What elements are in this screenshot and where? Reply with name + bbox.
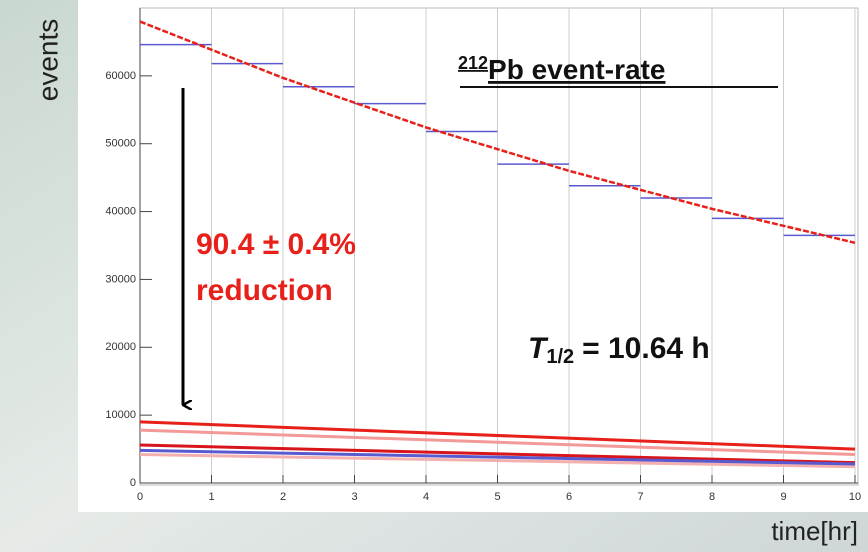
y-tick-label: 40000 <box>105 205 136 217</box>
annotation-text: Pb event-rate <box>488 54 665 85</box>
plot-panel <box>78 0 868 512</box>
y-tick-label: 60000 <box>105 70 136 82</box>
x-axis-label: time[hr] <box>771 516 858 546</box>
x-tick-label: 8 <box>709 491 715 503</box>
symbol: T <box>528 332 549 365</box>
lower-series-line <box>139 420 856 451</box>
y-tick-label: 10000 <box>105 409 136 421</box>
y-tick-label: 0 <box>130 477 136 489</box>
y-tick-label: 20000 <box>105 341 136 353</box>
lower-series-line <box>139 453 856 469</box>
annotation-title: 212Pb event-rate <box>458 53 665 86</box>
fit-line <box>139 20 856 245</box>
subscript: 1/2 <box>546 346 574 368</box>
x-tick-label: 5 <box>494 491 500 503</box>
reduction-label: reduction <box>196 274 333 307</box>
x-tick-label: 7 <box>637 491 643 503</box>
reduction-value: 90.4 ± 0.4% <box>196 228 356 261</box>
x-tick-label: 10 <box>849 491 861 503</box>
y-tick-label: 30000 <box>105 273 136 285</box>
lower-series-line <box>139 443 856 465</box>
x-tick-label: 4 <box>423 491 429 503</box>
y-tick-label: 50000 <box>105 138 136 150</box>
x-tick-label: 1 <box>208 491 214 503</box>
half-life-text: = 10.64 h <box>582 332 710 365</box>
x-tick-label: 2 <box>280 491 286 503</box>
lower-series-line <box>139 428 856 456</box>
half-life: T1/2 = 10.64 h <box>528 332 710 368</box>
x-tick-label: 9 <box>780 491 786 503</box>
x-tick-label: 6 <box>566 491 572 503</box>
x-tick-label: 0 <box>137 491 143 503</box>
lower-series-line <box>139 448 856 466</box>
x-tick-label: 3 <box>351 491 357 503</box>
superscript: 212 <box>458 53 488 73</box>
y-axis-label: events <box>32 19 63 102</box>
